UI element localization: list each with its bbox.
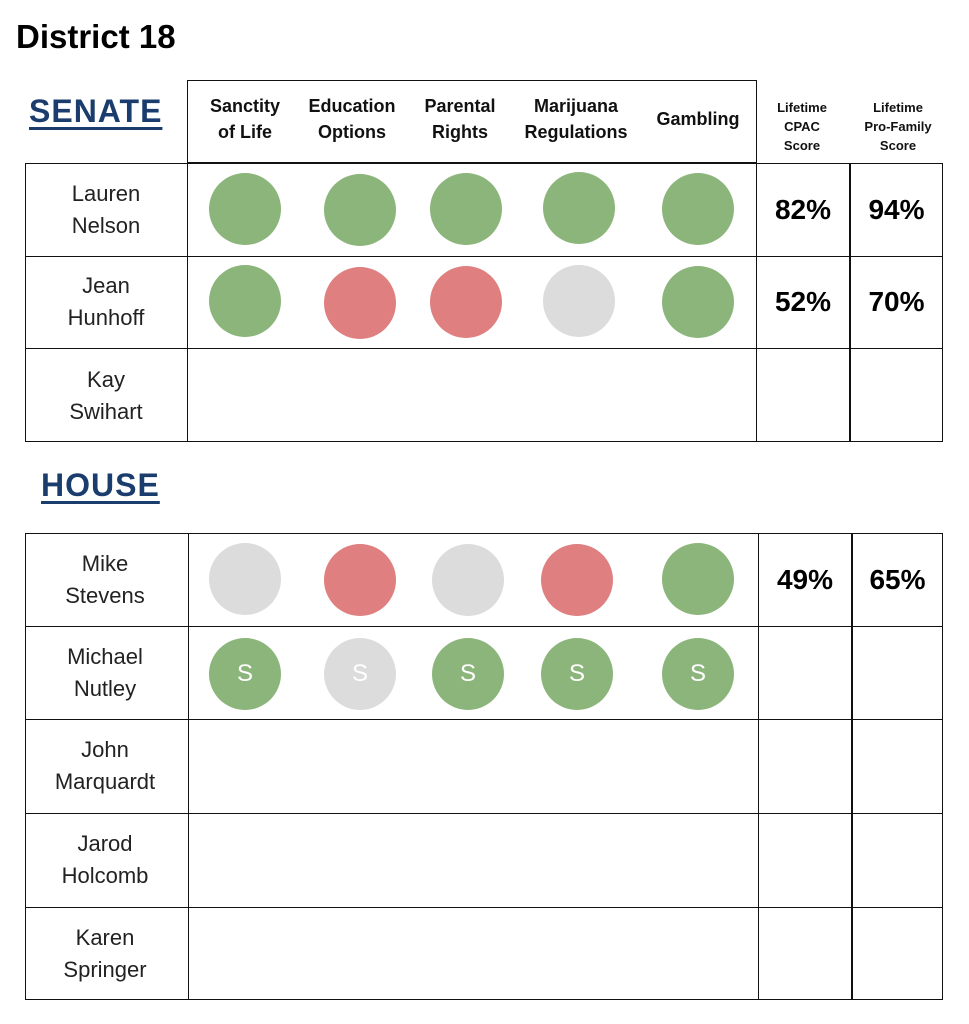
candidate-name-senate-1: Lauren Nelson (71, 180, 141, 238)
cpac-score: 49% (776, 563, 834, 595)
cpac-column (758, 533, 852, 1000)
divider (187, 163, 188, 442)
vote-dot (543, 265, 615, 337)
vote-dot: S (432, 638, 504, 710)
candidate-name-house-4: Jarod Holcomb (61, 831, 149, 888)
column-header-gambling: Gambling (656, 109, 740, 129)
profamily-column (850, 163, 943, 442)
divider (188, 533, 189, 1000)
candidate-name-house-5: Karen Springer (63, 924, 147, 982)
candidate-name-house-1: Mike Stevens (65, 550, 145, 608)
profamily-score: 94% (868, 193, 925, 225)
candidate-name-senate-3: Kay Swihart (69, 366, 143, 424)
vote-dot (209, 543, 281, 615)
candidate-name-house-2: Michael Nutley (67, 643, 143, 701)
candidate-name-senate-2: Jean Hunhoff (67, 273, 145, 330)
column-header-parental: Parental Rights (424, 96, 496, 142)
vote-dot (209, 265, 281, 337)
vote-dot (324, 544, 396, 616)
candidate-name-house-3: John Marquardt (54, 737, 156, 794)
vote-dot (662, 543, 734, 615)
divider (25, 626, 943, 627)
page-title: District 18 (16, 18, 176, 55)
senate-issue-header (187, 80, 757, 163)
vote-dot (541, 544, 613, 616)
divider (25, 348, 757, 349)
vote-dot (430, 173, 502, 245)
vote-dot: S (209, 638, 281, 710)
divider (25, 256, 757, 257)
vote-dot: S (541, 638, 613, 710)
divider (25, 907, 943, 908)
profamily-score: 70% (868, 286, 925, 317)
senate-heading: SENATE (29, 93, 163, 129)
divider (25, 719, 943, 720)
cpac-column (756, 163, 850, 442)
house-heading: HOUSE (41, 467, 160, 503)
vote-dot (662, 173, 734, 245)
divider (25, 813, 943, 814)
column-header-sanctity: Sanctity of Life (209, 96, 281, 142)
vote-dot (432, 544, 504, 616)
vote-dot (430, 266, 502, 338)
vote-dot (543, 172, 615, 244)
divider (756, 348, 943, 349)
cpac-score: 82% (774, 193, 832, 225)
vote-dot (209, 173, 281, 245)
cpac-score-header: Lifetime CPAC Score (777, 99, 827, 153)
vote-dot: S (662, 638, 734, 710)
profamily-column (852, 533, 943, 1000)
profamily-score: 65% (869, 563, 926, 595)
divider (756, 256, 943, 257)
column-header-education: Education Options (308, 96, 396, 142)
vote-dot (324, 174, 396, 246)
vote-dot (324, 267, 396, 339)
vote-dot: S (324, 638, 396, 710)
column-header-marijuana: Marijuana Regulations (524, 96, 628, 142)
cpac-score: 52% (774, 286, 832, 317)
vote-dot (662, 266, 734, 338)
profamily-score-header: Lifetime Pro-Family Score (864, 99, 932, 153)
